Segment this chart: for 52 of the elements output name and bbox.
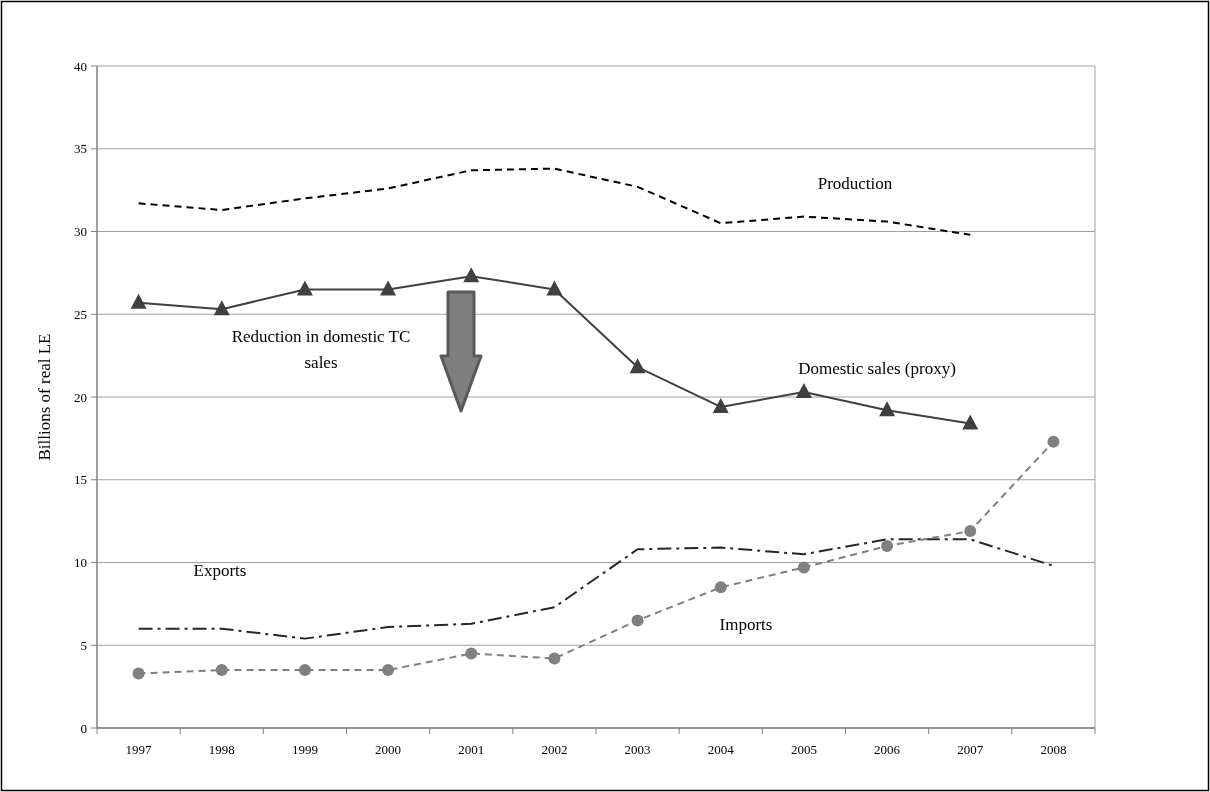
x-tick-label: 1998: [208, 742, 235, 757]
point: [463, 267, 480, 283]
point: [130, 293, 147, 309]
x-tick-label: 2004: [707, 742, 735, 757]
point: [546, 280, 563, 296]
point: [132, 667, 145, 680]
x-tick-label: 1997: [125, 742, 153, 757]
line-series: [137, 167, 972, 236]
x-tick-label: 2002: [541, 742, 568, 757]
x-tick-label: 2000: [375, 742, 402, 757]
x-tick-label: 1999: [291, 742, 318, 757]
y-tick-label: 35: [74, 141, 87, 157]
line-series: [137, 538, 1055, 640]
y-tick-label: 30: [74, 224, 87, 240]
point: [964, 525, 977, 538]
text: Exports: [193, 561, 247, 580]
point: [298, 664, 311, 677]
y-axis-title: Billions of real LE: [35, 333, 54, 461]
x-tick-label: 2007: [957, 742, 984, 757]
x-tick-label: 2006: [874, 742, 901, 757]
x-tick-label: 2008: [1040, 742, 1067, 757]
point: [631, 614, 644, 627]
annotation: Reduction in domestic TC sales: [231, 327, 411, 372]
point: [712, 397, 729, 413]
series-label: Domestic sales (proxy): [798, 359, 956, 378]
point: [795, 383, 812, 399]
point: [797, 561, 810, 574]
y-tick-label: 5: [80, 637, 87, 653]
y-tick-label: 20: [74, 389, 87, 405]
y-tick-label: 10: [74, 555, 87, 571]
y-tick-label: 15: [74, 472, 87, 488]
series-label: Production: [817, 174, 893, 193]
point: [215, 664, 228, 677]
point: [380, 280, 397, 296]
point: [879, 401, 896, 417]
point: [213, 300, 230, 316]
point: [465, 647, 478, 660]
point: [629, 358, 646, 374]
point: [1047, 435, 1060, 448]
point: [962, 414, 979, 430]
x-tick-label: 2001: [458, 742, 485, 757]
point: [881, 539, 894, 552]
point: [548, 652, 561, 665]
y-tick-label: 40: [74, 58, 87, 74]
point: [296, 280, 313, 296]
point: [714, 581, 727, 594]
y-tick-label: 0: [80, 720, 87, 736]
point: [382, 664, 395, 677]
x-tick-label: 2005: [790, 742, 817, 757]
y-tick-label: 25: [74, 306, 87, 322]
x-tick-label: 2003: [624, 742, 651, 757]
series-label: Imports: [719, 615, 773, 634]
